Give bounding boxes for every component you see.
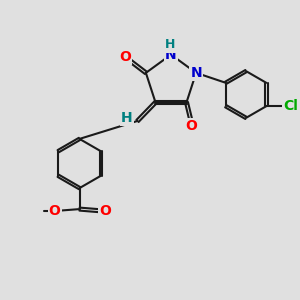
Text: H: H	[165, 38, 176, 52]
Text: O: O	[99, 204, 111, 218]
Text: O: O	[49, 204, 61, 218]
Text: Cl: Cl	[283, 99, 298, 113]
Text: H: H	[121, 111, 133, 125]
Text: O: O	[119, 50, 131, 64]
Text: N: N	[165, 48, 177, 62]
Text: N: N	[190, 66, 202, 80]
Text: O: O	[185, 119, 197, 134]
